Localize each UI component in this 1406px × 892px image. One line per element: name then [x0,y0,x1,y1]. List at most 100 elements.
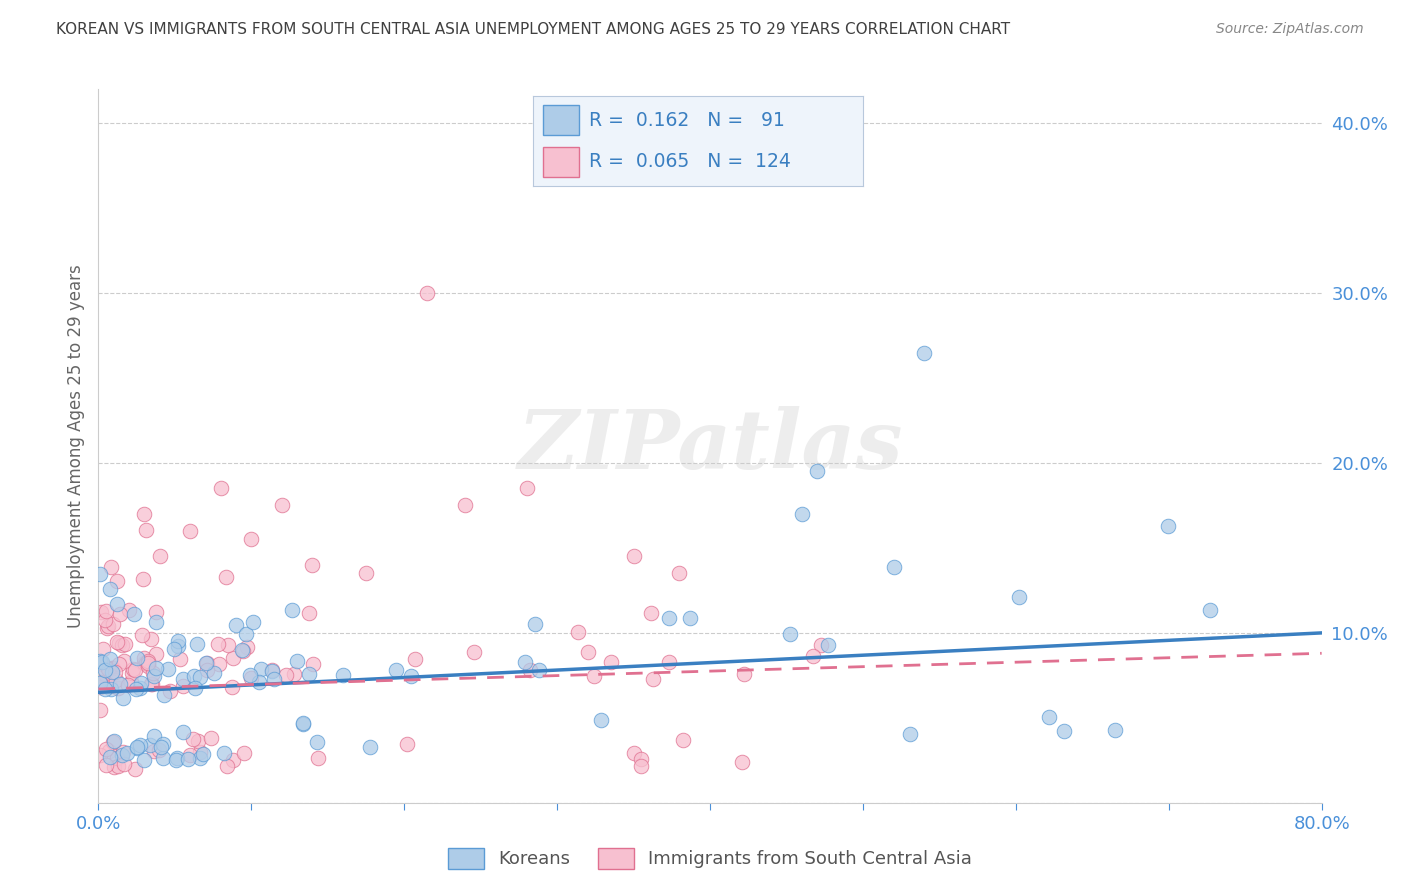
Point [305,735,328,749]
Point [166,750,188,764]
Point [1157,519,1180,533]
Point [101,661,124,675]
Point [291,715,314,730]
Point [145,615,167,630]
Point [658,655,681,669]
Point [100,560,122,574]
Point [94,604,117,618]
Point [121,662,143,676]
Point [101,617,124,632]
Point [672,733,695,747]
Point [97,662,120,676]
Point [172,672,194,686]
Point [231,643,253,657]
Point [91,641,114,656]
Point [285,654,308,668]
Y-axis label: Unemployment Among Ages 25 to 29 years: Unemployment Among Ages 25 to 29 years [66,264,84,628]
Point [105,750,128,764]
Point [98,679,121,693]
Point [136,654,159,668]
Point [111,691,134,706]
Point [90,657,112,672]
Point [129,676,152,690]
Point [454,499,477,513]
Point [136,657,159,672]
Point [139,632,162,646]
Point [134,507,156,521]
Point [145,661,167,675]
Point [567,624,589,639]
Point [630,751,652,765]
Point [354,566,377,581]
Point [94,667,117,681]
Point [1038,710,1060,724]
Point [179,524,201,538]
Point [801,648,824,663]
Point [112,757,135,772]
Point [401,669,423,683]
Point [94,613,117,627]
Point [883,559,905,574]
Point [207,637,229,651]
Point [731,756,754,770]
Point [195,663,218,677]
Point [94,682,117,697]
Point [179,747,201,762]
Point [262,664,284,678]
Point [600,655,623,669]
Point [152,688,174,702]
Point [150,739,173,754]
Point [134,656,156,670]
Point [167,640,190,654]
Point [136,659,159,673]
Point [912,345,935,359]
Point [188,745,211,759]
Point [114,637,136,651]
Point [118,603,141,617]
Point [125,739,148,754]
Point [89,703,111,717]
Point [128,738,150,752]
Point [122,607,145,622]
Legend: Koreans, Immigrants from South Central Asia: Koreans, Immigrants from South Central A… [440,840,980,876]
Point [249,662,271,676]
Point [117,746,139,760]
Point [291,716,314,731]
Text: KOREAN VS IMMIGRANTS FROM SOUTH CENTRAL ASIA UNEMPLOYMENT AMONG AGES 25 TO 29 YE: KOREAN VS IMMIGRANTS FROM SOUTH CENTRAL … [56,22,1011,37]
Point [105,673,128,688]
Point [187,733,209,747]
Point [332,668,354,682]
Point [107,681,129,696]
Point [790,507,813,521]
Point [98,662,121,676]
Point [90,656,112,670]
Point [105,597,128,611]
Point [96,758,118,772]
Point [108,607,131,621]
Point [97,618,120,632]
Point [298,667,321,681]
Point [139,677,162,691]
Point [1104,723,1126,737]
Point [195,656,218,670]
Point [209,482,232,496]
Point [529,663,551,677]
Point [222,651,245,665]
Point [89,675,111,690]
Point [249,675,271,690]
Point [640,607,662,621]
Point [583,669,606,683]
Point [108,657,131,672]
Point [98,750,121,764]
Point [89,680,111,694]
Point [281,603,304,617]
Point [240,533,263,547]
Point [89,676,111,690]
Point [181,732,204,747]
Point [239,668,262,682]
Point [416,286,439,301]
Point [524,617,547,632]
Point [132,651,155,665]
Point [142,669,165,683]
Point [142,729,165,743]
